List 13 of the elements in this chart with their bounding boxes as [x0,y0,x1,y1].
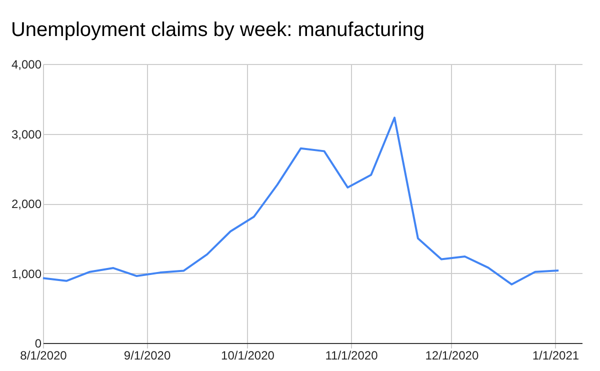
chart-title: Unemployment claims by week: manufacturing [10,19,424,41]
y-tick-label: 2,000 [11,197,42,211]
x-tick-label: 11/1/2020 [325,348,378,362]
y-tick-label: 3,000 [11,127,42,142]
x-tick-label: 1/1/2021 [532,348,580,362]
x-tick-label: 12/1/2020 [425,348,479,362]
x-tick-label: 10/1/2020 [221,348,275,362]
y-tick-label: 4,000 [11,58,42,72]
y-tick-label: 1,000 [11,266,42,281]
line-series [42,116,560,286]
y-tick-label: 0 [34,336,42,350]
x-tick-label: 9/1/2020 [124,348,171,362]
x-tick-label: 8/1/2020 [20,348,68,362]
